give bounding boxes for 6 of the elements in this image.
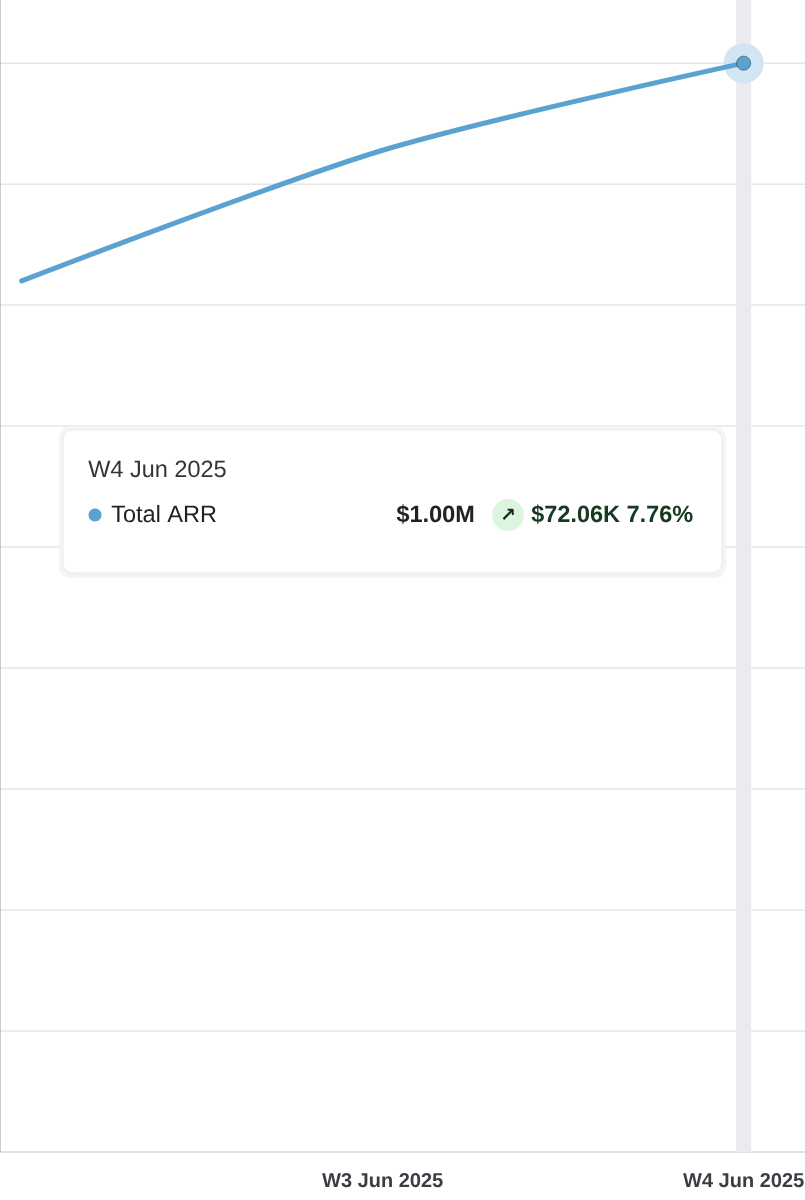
- annotation: $72.06K 7.76%: [531, 504, 693, 524]
- annotation: W4 Jun 2025: [88, 460, 226, 478]
- x-tick-label: W3 Jun 2025: [322, 1173, 443, 1188]
- legend-label: Total ARR: [111, 504, 216, 523]
- annotation: ↗: [502, 508, 514, 520]
- annotation: $1.00M: [396, 504, 474, 524]
